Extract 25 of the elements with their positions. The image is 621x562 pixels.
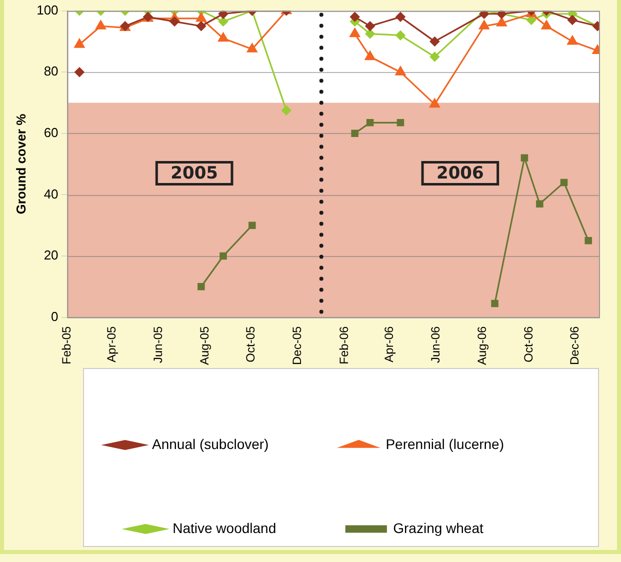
annotation: 2005 [170, 164, 218, 184]
y-tick-label: 20 [44, 248, 58, 263]
legend-label: Grazing wheat [393, 520, 484, 536]
x-tick-label: Aug-05 [197, 326, 212, 366]
y-tick-label: 40 [44, 186, 58, 202]
x-tick-label: Oct-05 [244, 326, 258, 362]
annotation: 2006 [436, 164, 484, 184]
y-tick-label: 0 [51, 308, 58, 324]
x-tick-label: Jun-05 [150, 326, 165, 364]
x-tick-label: Aug-06 [474, 326, 489, 366]
x-tick-label: Oct-06 [521, 326, 536, 362]
x-tick-label: Apr-05 [104, 326, 118, 362]
y-tick-label: 100 [36, 2, 58, 18]
x-tick-label: Feb-06 [337, 326, 352, 364]
y-tick-label: 60 [44, 124, 58, 140]
y-axis-title: Ground cover % [13, 113, 28, 214]
y-tick-label: 80 [44, 64, 58, 79]
x-tick-label: Jun-06 [428, 326, 443, 364]
legend-label: Perennial (lucerne) [386, 436, 504, 452]
x-tick-label: Dec-05 [290, 326, 304, 365]
x-tick-label: Apr-06 [382, 326, 396, 362]
x-tick-label: Dec-06 [568, 326, 582, 365]
legend-label: Native woodland [172, 520, 276, 536]
legend-label: Annual (subclover) [152, 436, 269, 452]
x-tick-label: Feb-05 [60, 326, 74, 364]
